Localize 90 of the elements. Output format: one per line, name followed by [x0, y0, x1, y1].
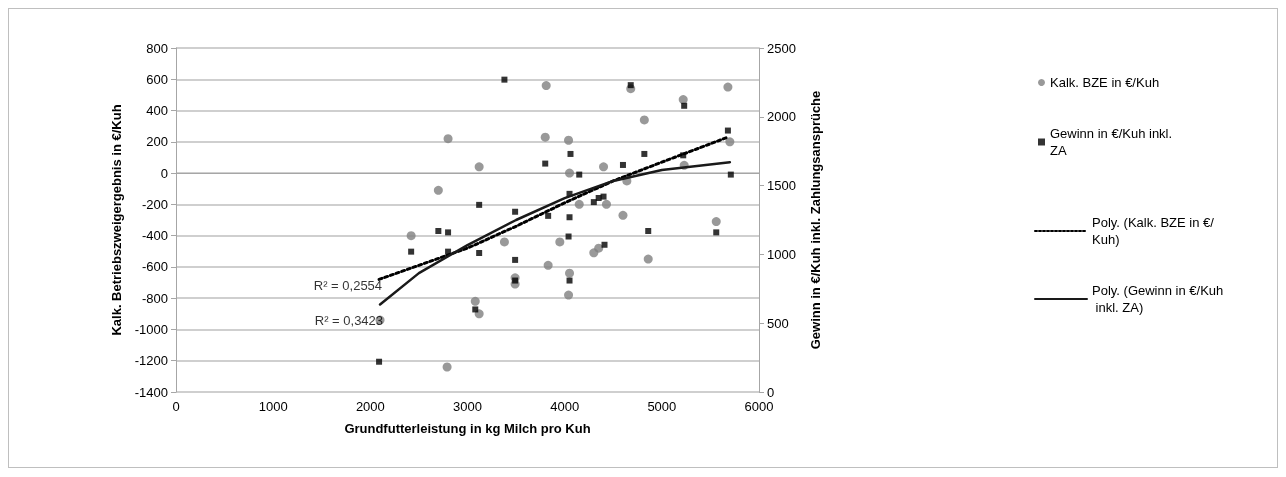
y-axis-title: Kalk. Betriebszweigergebnis in €/Kuh: [108, 104, 124, 336]
point: [566, 277, 573, 284]
legend-label: Poly. (Kalk. BZE in €/Kuh): [1092, 215, 1215, 247]
point: [476, 250, 483, 257]
x-tick-label: 4000: [550, 399, 580, 414]
point: [540, 132, 550, 142]
point: [594, 243, 604, 253]
point: [599, 162, 609, 172]
point: [541, 81, 551, 91]
point: [725, 137, 735, 147]
point: [566, 214, 573, 221]
point: [574, 199, 584, 209]
point: [476, 201, 483, 208]
point: [619, 161, 626, 168]
point: [442, 362, 452, 372]
y2-tick-label: 500: [767, 315, 789, 331]
y-tick-label: 400: [146, 103, 168, 119]
y2-tick-label: 2000: [767, 109, 796, 125]
point: [501, 76, 508, 83]
point: [445, 229, 452, 236]
y2-tick-label: 2500: [767, 40, 796, 56]
y-tick-label: 800: [146, 40, 168, 56]
point: [643, 254, 653, 264]
y-tick-label: 200: [146, 134, 168, 150]
y-tick-label: -1200: [134, 353, 168, 369]
y2-tick-label: 1000: [767, 246, 796, 262]
point: [590, 199, 597, 206]
x-tick-label: 0: [172, 399, 180, 414]
y2-axis-title: Gewinn in €/Kuh inkl. Zahlungsansprüche: [807, 90, 823, 350]
point: [470, 296, 480, 306]
point: [433, 185, 443, 195]
point: [723, 82, 733, 92]
point: [727, 171, 734, 178]
point: [565, 168, 575, 178]
y-tick-label: -400: [141, 228, 168, 244]
point: [406, 231, 416, 241]
y-tick-label: -600: [141, 259, 168, 275]
x-tick-label: 2000: [355, 399, 385, 414]
point: [472, 306, 479, 313]
point: [474, 162, 484, 172]
y-tick-label: -800: [141, 290, 168, 306]
legend-label: Poly. (Gewinn in €/Kuh inkl. ZA): [1092, 283, 1224, 315]
y-tick-label: 600: [146, 71, 168, 87]
point: [499, 237, 509, 247]
x-tick-label: 3000: [453, 399, 482, 414]
point: [567, 150, 574, 157]
point: [474, 309, 484, 319]
y2-tick-label: 0: [767, 384, 775, 400]
y-tick-label: -1400: [134, 384, 168, 400]
point: [564, 290, 574, 300]
point: [408, 248, 415, 255]
point: [724, 127, 731, 134]
point: [512, 256, 519, 263]
point: [601, 199, 611, 209]
point: [713, 229, 720, 236]
point: [678, 95, 688, 105]
point: [627, 82, 634, 89]
point: [565, 268, 575, 278]
annotation: R² = 0,3423: [314, 312, 384, 328]
x-tick-label: 5000: [647, 399, 677, 414]
point: [564, 135, 574, 145]
y-tick-label: -1000: [134, 321, 168, 337]
point: [542, 160, 549, 167]
point: [618, 210, 628, 220]
point: [376, 358, 383, 365]
point: [711, 217, 721, 227]
legend-label: Gewinn in €/Kuh inkl. ZA: [1050, 126, 1176, 158]
point: [645, 228, 652, 235]
x-tick-label: 1000: [258, 399, 288, 414]
x-tick-label: 6000: [744, 399, 774, 414]
point: [601, 241, 608, 248]
point: [600, 193, 607, 200]
point: [555, 237, 565, 247]
point: [639, 115, 649, 125]
y-tick-label: -200: [141, 196, 168, 212]
annotation: R² = 0,2554: [313, 277, 383, 293]
point: [435, 228, 442, 235]
x-axis-title: Grundfutterleistung in kg Milch pro Kuh: [344, 420, 591, 436]
point: [681, 102, 688, 109]
point: [512, 277, 519, 284]
legend-label: Kalk. BZE in €/Kuh: [1050, 75, 1160, 90]
point: [545, 212, 552, 219]
y2-tick-label: 1500: [767, 178, 796, 194]
point: [512, 208, 519, 215]
y-tick-label: 0: [160, 165, 168, 181]
point: [543, 260, 553, 270]
point: [576, 171, 583, 178]
point: [565, 233, 572, 240]
point: [641, 150, 648, 157]
point: [443, 134, 453, 144]
